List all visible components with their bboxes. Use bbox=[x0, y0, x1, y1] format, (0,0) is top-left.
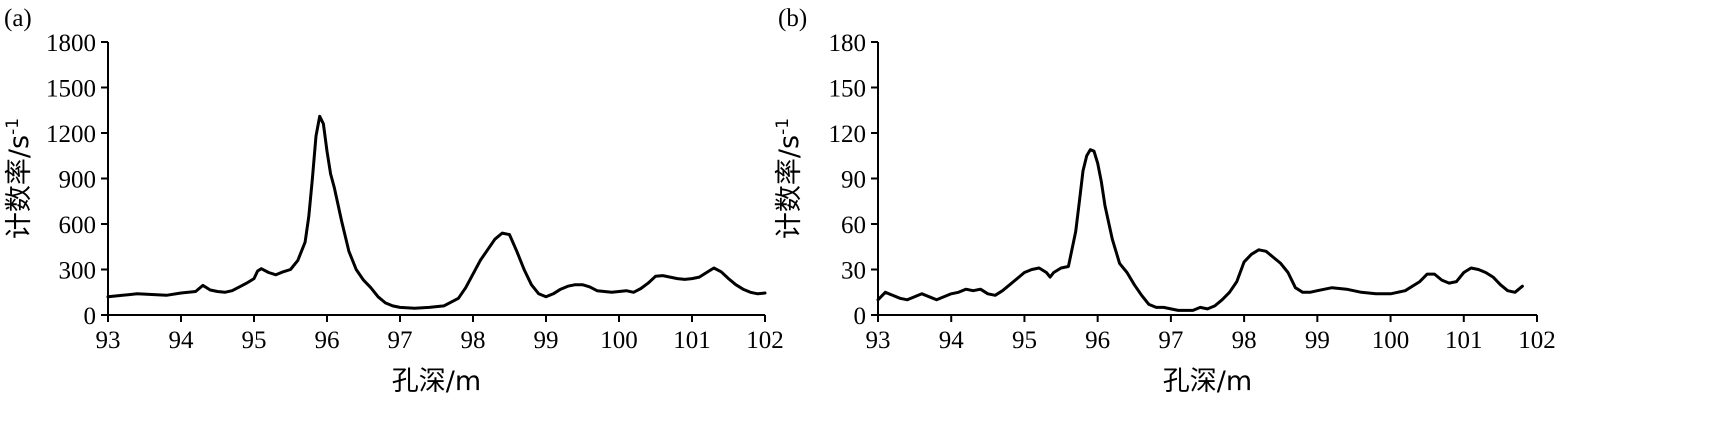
y-tick-label: 30 bbox=[841, 258, 866, 285]
y-tick-label: 90 bbox=[841, 167, 866, 194]
x-tick-label: 102 bbox=[1518, 327, 1556, 354]
x-tick-label: 99 bbox=[1305, 327, 1330, 354]
y-tick-label: 0 bbox=[854, 303, 867, 330]
y-axis-title: 计数率/s-1 bbox=[3, 118, 35, 239]
y-tick-label: 600 bbox=[59, 212, 97, 239]
x-tick-label: 100 bbox=[1372, 327, 1410, 354]
chart-b-svg: (b) 0 30 60 90 120 150 180 93 94 95 96 97 98 99 100 101 1… bbox=[773, 5, 1556, 397]
panel-label: (b) bbox=[778, 5, 807, 32]
y-tick-label: 150 bbox=[829, 76, 867, 103]
x-tick-label: 101 bbox=[1445, 327, 1483, 354]
y-axis-title-text: 计数率/s bbox=[774, 135, 805, 239]
x-tick-label: 98 bbox=[461, 327, 486, 354]
y-tick-label: 900 bbox=[59, 167, 97, 194]
x-axis-title: 孔深/m bbox=[1163, 366, 1252, 397]
x-tick-label: 93 bbox=[96, 327, 121, 354]
panel-label: (a) bbox=[4, 5, 32, 32]
y-tick-label: 1800 bbox=[46, 30, 96, 57]
x-tick-label: 97 bbox=[1158, 327, 1183, 354]
x-tick-label: 99 bbox=[534, 327, 559, 354]
x-tick-label: 101 bbox=[673, 327, 711, 354]
y-tick-label: 1500 bbox=[46, 76, 96, 103]
chart-panel-a: (a) 0 300 600 900 1200 1500 1800 93 94 95 96 97 98 99 1… bbox=[3, 5, 784, 397]
y-tick-label: 120 bbox=[829, 121, 867, 148]
y-axis-title-text: 计数率/s bbox=[4, 135, 35, 239]
y-tick-label: 60 bbox=[841, 212, 866, 239]
x-tick-label: 97 bbox=[388, 327, 413, 354]
x-tick-label: 98 bbox=[1232, 327, 1257, 354]
x-tick-label: 102 bbox=[746, 327, 784, 354]
x-tick-label: 94 bbox=[169, 327, 195, 354]
y-axis-title-superscript: -1 bbox=[773, 118, 793, 135]
y-tick-label: 300 bbox=[59, 258, 97, 285]
x-tick-label: 93 bbox=[866, 327, 891, 354]
x-tick-label: 96 bbox=[315, 327, 340, 354]
x-tick-label: 94 bbox=[939, 327, 965, 354]
x-tick-label: 95 bbox=[1012, 327, 1037, 354]
y-axis-title-superscript: -1 bbox=[3, 118, 23, 135]
y-tick-label: 1200 bbox=[46, 121, 96, 148]
series-line bbox=[106, 114, 767, 310]
y-tick-label: 0 bbox=[84, 303, 97, 330]
x-tick-label: 95 bbox=[242, 327, 267, 354]
x-tick-label: 100 bbox=[600, 327, 638, 354]
y-axis-title: 计数率/s-1 bbox=[773, 118, 805, 239]
x-tick-label: 96 bbox=[1085, 327, 1110, 354]
x-axis-title: 孔深/m bbox=[392, 366, 481, 397]
chart-panel-b: (b) 0 30 60 90 120 150 180 93 94 95 96 97 98 99 100 101 1… bbox=[773, 0, 1724, 436]
series-line bbox=[876, 148, 1524, 312]
y-tick-label: 180 bbox=[829, 30, 867, 57]
chart-a-svg: (a) 0 300 600 900 1200 1500 1800 93 94 95 96 97 98 99 1… bbox=[3, 5, 784, 397]
